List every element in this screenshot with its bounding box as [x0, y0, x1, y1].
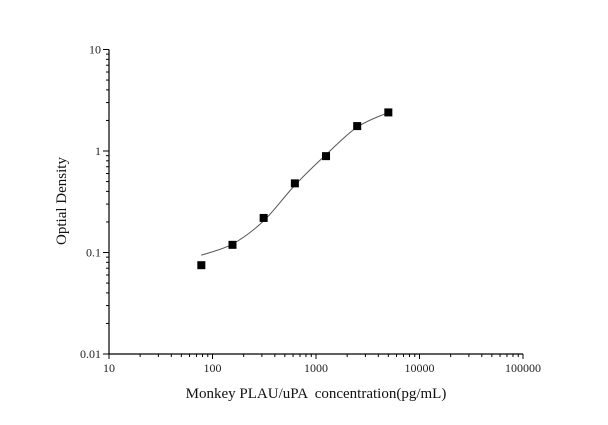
- y-tick-label: 10: [89, 43, 101, 57]
- x-tick-label: 100: [204, 361, 222, 375]
- x-tick-label: 10000: [405, 361, 435, 375]
- y-tick-labels: 10 1 0.1 0.01: [80, 43, 101, 362]
- x-tick-label: 1000: [304, 361, 328, 375]
- x-tick-labels: 10 100 1000 10000 100000: [103, 361, 541, 375]
- data-point: [197, 261, 206, 270]
- data-point: [228, 240, 237, 249]
- y-axis-title: Optial Density: [54, 157, 70, 245]
- data-point: [322, 152, 331, 161]
- data-points: [197, 108, 393, 270]
- x-axis-title: Monkey PLAU/uPA concentration(pg/mL): [186, 386, 447, 402]
- y-tick-label: 1: [95, 144, 101, 158]
- data-point: [259, 213, 268, 222]
- axes: [103, 49, 524, 359]
- x-tick-label: 10: [103, 361, 115, 375]
- data-point: [290, 179, 299, 188]
- y-tick-label: 0.01: [80, 347, 101, 361]
- y-tick-label: 0.1: [86, 246, 101, 260]
- data-point: [384, 108, 393, 117]
- x-tick-label: 100000: [505, 361, 541, 375]
- data-point: [353, 122, 362, 131]
